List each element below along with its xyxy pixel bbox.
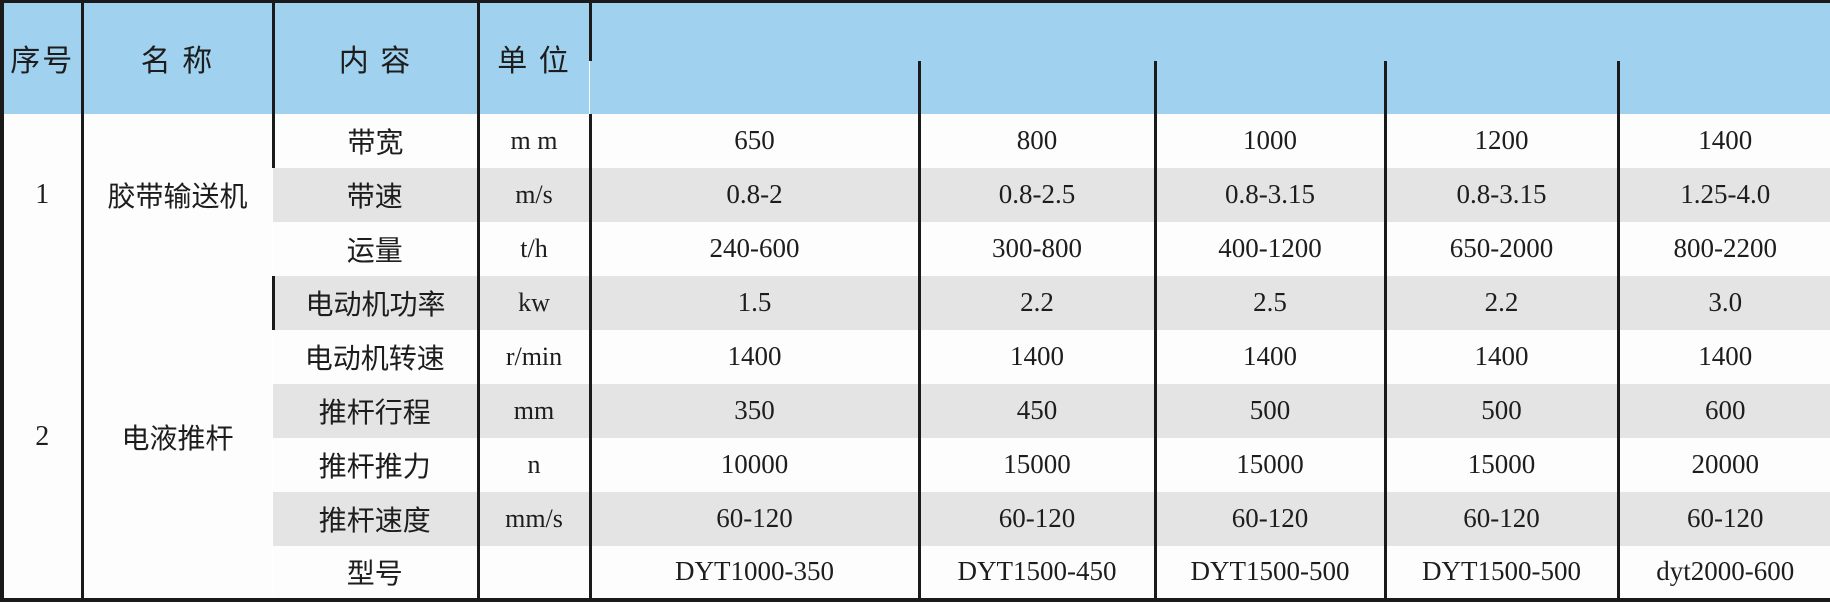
value-cell: DYT1500-450 <box>917 545 1155 600</box>
value-cell: 600 <box>1616 383 1830 438</box>
value-cell: 2.2 <box>917 275 1155 330</box>
value-cell: 240-600 <box>588 221 919 276</box>
value-cell: 10000 <box>588 437 919 492</box>
header-row-sub <box>2 60 1830 114</box>
subheader-cell-4 <box>1383 60 1618 114</box>
value-cell: 1400 <box>588 329 919 384</box>
subheader-cell-1 <box>590 60 919 114</box>
row-label: 推杆行程 <box>273 383 478 438</box>
value-cell: DYT1500-500 <box>1383 545 1618 600</box>
value-cell: 800 <box>917 113 1155 168</box>
header-name: 名 称 <box>80 1 273 114</box>
row-label: 带速 <box>273 167 478 222</box>
value-cell: 1000 <box>1153 113 1385 168</box>
value-cell: 1400 <box>1383 329 1618 384</box>
value-cell: 15000 <box>1383 437 1618 492</box>
value-cell: 0.8-2.5 <box>917 167 1155 222</box>
header-unit: 单 位 <box>476 1 590 114</box>
row-unit: n <box>476 437 590 492</box>
row-label: 带宽 <box>271 113 478 168</box>
value-cell: 300-800 <box>917 221 1155 276</box>
subheader-cell-2 <box>917 60 1155 114</box>
table-row: 电动机转速 r/min 1400 1400 1400 1400 1400 <box>2 329 1830 384</box>
value-cell: 800-2200 <box>1616 221 1830 276</box>
value-cell: 1400 <box>1616 329 1830 384</box>
value-cell: 2.5 <box>1153 275 1385 330</box>
table-row: 推杆推力 n 10000 15000 15000 15000 20000 <box>2 437 1830 492</box>
value-cell: 1200 <box>1383 113 1618 168</box>
row-unit: t/h <box>476 221 590 276</box>
value-cell: 1400 <box>917 329 1155 384</box>
value-cell: DYT1000-350 <box>588 545 919 600</box>
value-cell: 1400 <box>1616 113 1830 168</box>
value-cell: 1.25-4.0 <box>1616 167 1830 222</box>
value-cell: 0.8-3.15 <box>1153 167 1385 222</box>
value-cell: 0.8-2 <box>588 167 919 222</box>
table-row: 带速 m/s 0.8-2 0.8-2.5 0.8-3.15 0.8-3.15 1… <box>2 167 1830 222</box>
value-cell: 60-120 <box>1616 491 1830 546</box>
group-name-1: 胶带输送机 <box>80 113 273 276</box>
row-label: 推杆推力 <box>273 437 478 492</box>
header-models-merged <box>588 1 1830 61</box>
value-cell: 650 <box>588 113 919 168</box>
row-unit: mm <box>476 383 590 438</box>
value-cell: 500 <box>1383 383 1618 438</box>
value-cell: 0.8-3.15 <box>1383 167 1618 222</box>
row-unit <box>476 545 590 600</box>
table-row: 运量 t/h 240-600 300-800 400-1200 650-2000… <box>2 221 1830 276</box>
row-unit: m/s <box>476 167 590 222</box>
header-serial: 序号 <box>2 1 82 114</box>
group-serial-2: 2 <box>2 275 82 600</box>
value-cell: dyt2000-600 <box>1616 545 1830 600</box>
value-cell: 1.5 <box>588 275 919 330</box>
value-cell: DYT1500-500 <box>1153 545 1385 600</box>
value-cell: 3.0 <box>1616 275 1830 330</box>
group-name-2: 电液推杆 <box>80 275 273 600</box>
row-unit: kw <box>476 275 590 330</box>
table-row: 推杆速度 mm/s 60-120 60-120 60-120 60-120 60… <box>2 491 1830 546</box>
value-cell: 15000 <box>1153 437 1385 492</box>
value-cell: 2.2 <box>1383 275 1618 330</box>
row-label: 运量 <box>273 221 478 276</box>
value-cell: 60-120 <box>1153 491 1385 546</box>
row-label: 电动机转速 <box>273 329 478 384</box>
row-unit: m m <box>476 113 590 168</box>
group-serial-1: 1 <box>2 113 82 276</box>
value-cell: 350 <box>588 383 919 438</box>
value-cell: 450 <box>917 383 1155 438</box>
header-row-top: 序号 名 称 内 容 单 位 <box>2 1 1830 114</box>
value-cell: 1400 <box>1153 329 1385 384</box>
row-unit: mm/s <box>476 491 590 546</box>
table-row: 2 电液推杆 电动机功率 kw 1.5 2.2 2.5 2.2 3.0 <box>2 275 1830 600</box>
table-row: 型号 DYT1000-350 DYT1500-450 DYT1500-500 D… <box>2 545 1830 600</box>
value-cell: 15000 <box>917 437 1155 492</box>
row-label: 电动机功率 <box>271 275 478 330</box>
row-unit: r/min <box>476 329 590 384</box>
row-label: 推杆速度 <box>273 491 478 546</box>
header-content: 内 容 <box>271 1 478 114</box>
table-row: 1 胶带输送机 带宽 m m 650 800 1000 1200 1400 <box>2 113 1830 276</box>
value-cell: 20000 <box>1616 437 1830 492</box>
table-row: 推杆行程 mm 350 450 500 500 600 <box>2 383 1830 438</box>
value-cell: 500 <box>1153 383 1385 438</box>
value-cell: 60-120 <box>588 491 919 546</box>
row-label: 型号 <box>273 545 478 600</box>
value-cell: 60-120 <box>1383 491 1618 546</box>
value-cell: 400-1200 <box>1153 221 1385 276</box>
value-cell: 650-2000 <box>1383 221 1618 276</box>
value-cell: 60-120 <box>917 491 1155 546</box>
subheader-cell-5 <box>1616 60 1830 114</box>
subheader-cell-3 <box>1153 60 1385 114</box>
